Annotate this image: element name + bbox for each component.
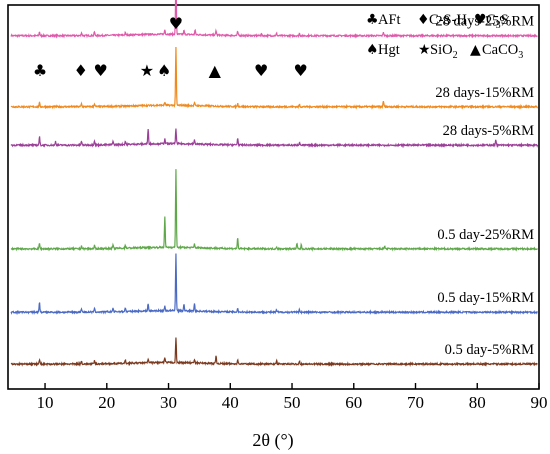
series-line (10, 253, 538, 316)
series-line (10, 169, 538, 252)
x-tick-label: 70 (407, 393, 424, 412)
phase-marker: ♥ (293, 61, 307, 80)
legend-label-subscript: 2 (453, 50, 458, 61)
x-tick-label: 10 (37, 393, 54, 412)
legend-label: SiO2 (430, 42, 458, 61)
x-tick-label: 40 (222, 393, 239, 412)
phase-marker: ♥ (254, 61, 268, 80)
legend-label: CaCO3 (482, 42, 523, 61)
phase-marker: ♣ (33, 61, 47, 80)
phase-marker: ♥ (93, 61, 107, 80)
legend-label: Hgt (378, 42, 400, 58)
series-group: 28 days-25%RM 28 days-15%RM 28 days-5%RM 0.… (10, 0, 539, 367)
x-tick-label: 50 (284, 393, 301, 412)
series-label: 0.5 day-5%RM (445, 342, 535, 358)
legend-symbol: ▲ (470, 42, 481, 58)
series-label: 28 days-5%RM (443, 123, 535, 139)
x-tick-label: 80 (469, 393, 486, 412)
series-line (10, 337, 538, 367)
phase-markers: ♣ ♦ ♥ ★ ♠ ♥ ▲ ♥ ♥ (33, 14, 308, 80)
x-tick-label: 90 (531, 393, 548, 412)
phase-marker: ♥ (169, 14, 183, 33)
series-line (10, 0, 538, 39)
legend-label: C3S (486, 12, 509, 31)
x-tick-label: 20 (98, 393, 115, 412)
series-label: 0.5 day-25%RM (437, 227, 534, 243)
legend-symbol: ★ (418, 42, 431, 58)
legend-label-subscript: 3 (496, 20, 501, 31)
legend-label-main: Hgt (378, 42, 400, 58)
phase-legend: ♣ AFt ♦ C-S-H ♥ C3S♠ Hgt ★ SiO2 ▲ CaCO3 (366, 12, 523, 61)
legend-label-main: C (486, 12, 496, 28)
phase-marker: ♦ (74, 61, 88, 80)
x-tick-label: 30 (160, 393, 177, 412)
legend-label-main: CaCO (482, 42, 518, 58)
plot-frame (7, 4, 540, 390)
phase-marker: ▲ (209, 61, 222, 80)
legend-label-main: C-S-H (429, 12, 467, 28)
phase-marker: ♠ (157, 61, 171, 80)
series-label: 28 days-25%RM (435, 14, 534, 30)
x-tick-label: 60 (345, 393, 362, 412)
series-label: 0.5 day-15%RM (437, 290, 534, 306)
series-label: 28 days-15%RM (435, 85, 534, 101)
legend-label: C-S-H (429, 12, 467, 28)
x-ticks: 10 20 30 40 50 60 70 80 90 (37, 383, 548, 412)
legend-label: AFt (378, 12, 401, 28)
legend-label-tail: S (501, 12, 509, 28)
legend-symbol: ♣ (366, 12, 379, 28)
phase-marker: ★ (140, 61, 154, 80)
legend-label-subscript: 3 (518, 50, 523, 61)
legend-label-main: SiO (430, 42, 453, 58)
series-line (10, 46, 539, 110)
legend-symbol: ♥ (474, 12, 487, 28)
legend-symbol: ♦ (417, 12, 430, 28)
legend-symbol: ♠ (366, 42, 379, 58)
legend-label-main: AFt (378, 12, 401, 28)
x-axis-title: 2θ (°) (252, 430, 293, 451)
series-line (10, 128, 539, 149)
